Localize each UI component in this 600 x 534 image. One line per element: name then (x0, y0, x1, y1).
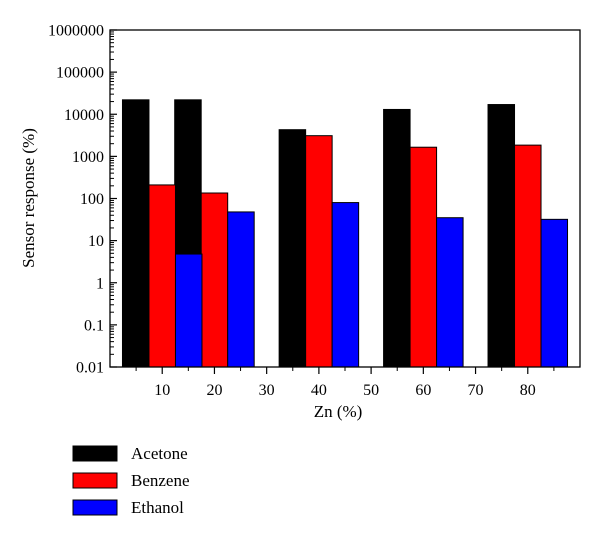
x-tick-label: 60 (415, 382, 431, 399)
bar-acetone-60 (383, 108, 411, 368)
legend-label-ethanol: Ethanol (131, 498, 184, 517)
x-tick-label: 80 (520, 382, 536, 399)
bar-benzene-60 (409, 146, 438, 368)
bar-acetone-80 (487, 104, 516, 368)
y-tick-label: 1000 (72, 149, 104, 166)
bar-ethanol-40 (331, 202, 360, 368)
y-tick-label: 1 (96, 275, 104, 292)
bar-ethanol-80 (540, 218, 569, 368)
y-axis: 0.01 0.1 1 10 100 1000 10000 100000 1000000 (48, 23, 117, 377)
x-axis-title: Zn (%) (314, 402, 363, 421)
legend-label-acetone: Acetone (131, 444, 188, 463)
bar-ethanol-60 (436, 217, 464, 368)
x-tick-label: 10 (154, 382, 170, 399)
bar-acetone-10 (121, 99, 150, 368)
bar-benzene-40 (305, 135, 333, 368)
bar-benzene-10 (148, 184, 176, 368)
x-tick-label: 40 (311, 382, 327, 399)
legend-swatch-ethanol (72, 499, 118, 516)
bar-benzene-80 (514, 144, 542, 368)
bar-ethanol-10 (174, 253, 203, 368)
x-tick-label: 30 (259, 382, 275, 399)
x-tick-label: 70 (468, 382, 484, 399)
y-tick-label: 1000000 (48, 23, 104, 40)
y-tick-label: 100000 (56, 65, 104, 82)
y-tick-label: 0.1 (84, 317, 104, 334)
x-axis: 10 20 30 40 50 60 70 80 (135, 367, 555, 399)
x-tick-label: 50 (363, 382, 379, 399)
bar-ethanol-20 (227, 211, 255, 368)
y-tick-label: 0.01 (76, 360, 104, 377)
bar-acetone-40 (278, 129, 307, 368)
legend-swatch-benzene (72, 472, 118, 489)
legend-swatch-acetone (72, 445, 118, 462)
bars-layer (121, 99, 569, 368)
bar-benzene-20 (200, 192, 229, 368)
x-tick-label: 20 (206, 382, 222, 399)
y-tick-label: 10 (88, 233, 104, 250)
legend: Acetone Benzene Ethanol (72, 444, 190, 517)
y-tick-label: 100 (80, 191, 104, 208)
legend-label-benzene: Benzene (131, 471, 190, 490)
y-axis-title: Sensor response (%) (19, 128, 38, 268)
y-tick-label: 10000 (64, 107, 104, 124)
